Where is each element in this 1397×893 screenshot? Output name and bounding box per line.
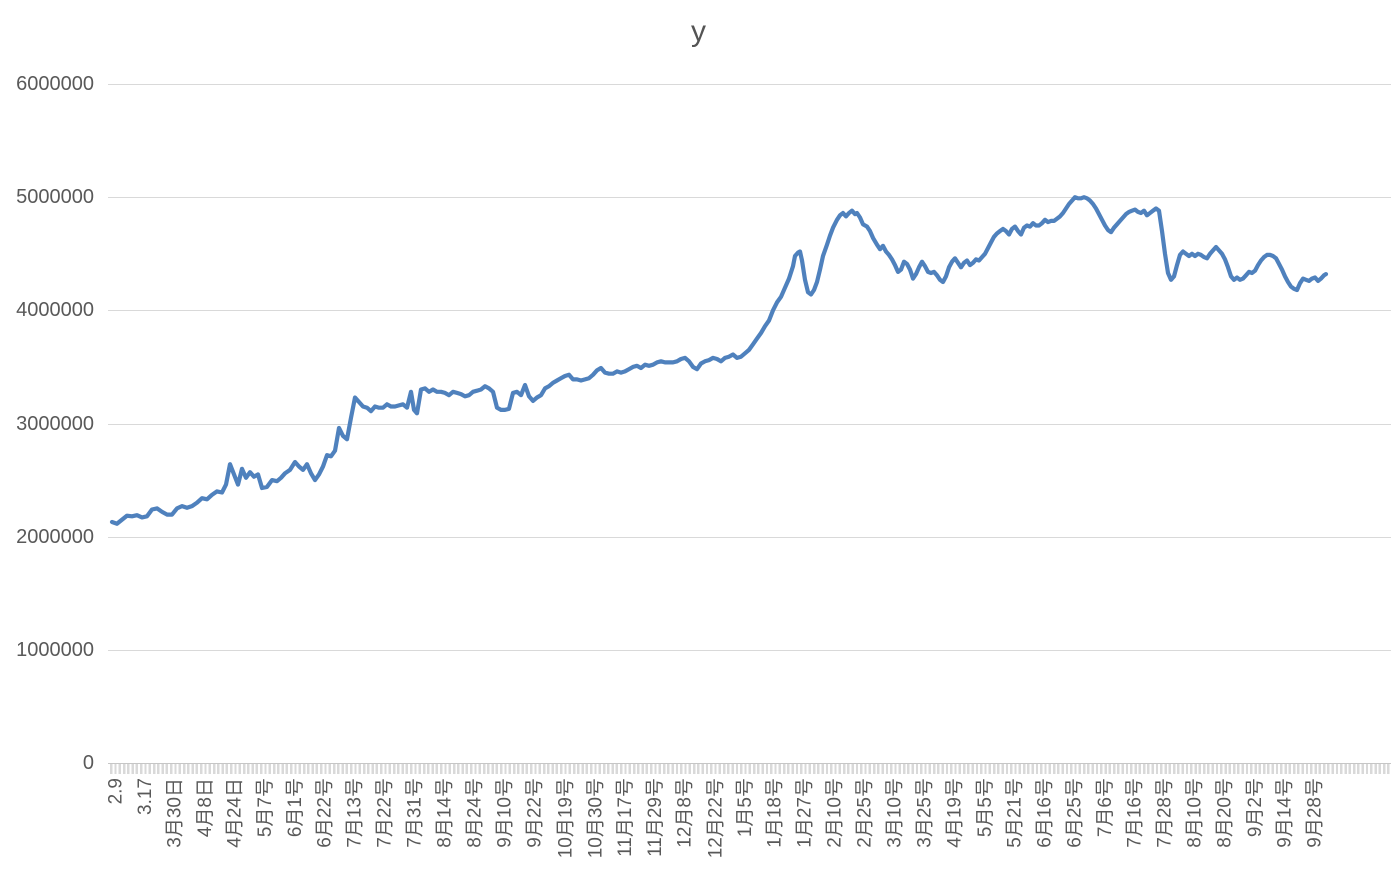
y-axis-tick-label: 4000000 (16, 299, 94, 322)
gridline (108, 84, 1391, 85)
x-axis-line (108, 763, 1391, 764)
series-line-y (109, 195, 1329, 526)
x-axis-tick-marks (110, 764, 1391, 774)
y-axis-tick-label: 5000000 (16, 186, 94, 209)
gridline (108, 310, 1391, 312)
gridline (108, 649, 1391, 651)
y-axis-tick-label: 2000000 (16, 525, 94, 548)
y-axis-tick-label: 3000000 (16, 412, 94, 435)
y-axis-tick-label: 6000000 (16, 73, 94, 95)
y-axis-tick-label: 0 (82, 752, 94, 774)
gridline (108, 423, 1391, 425)
gridline (108, 197, 1391, 199)
gridline (108, 536, 1391, 538)
y-axis-tick-label: 1000000 (16, 638, 94, 661)
chart-title: y (691, 15, 706, 48)
